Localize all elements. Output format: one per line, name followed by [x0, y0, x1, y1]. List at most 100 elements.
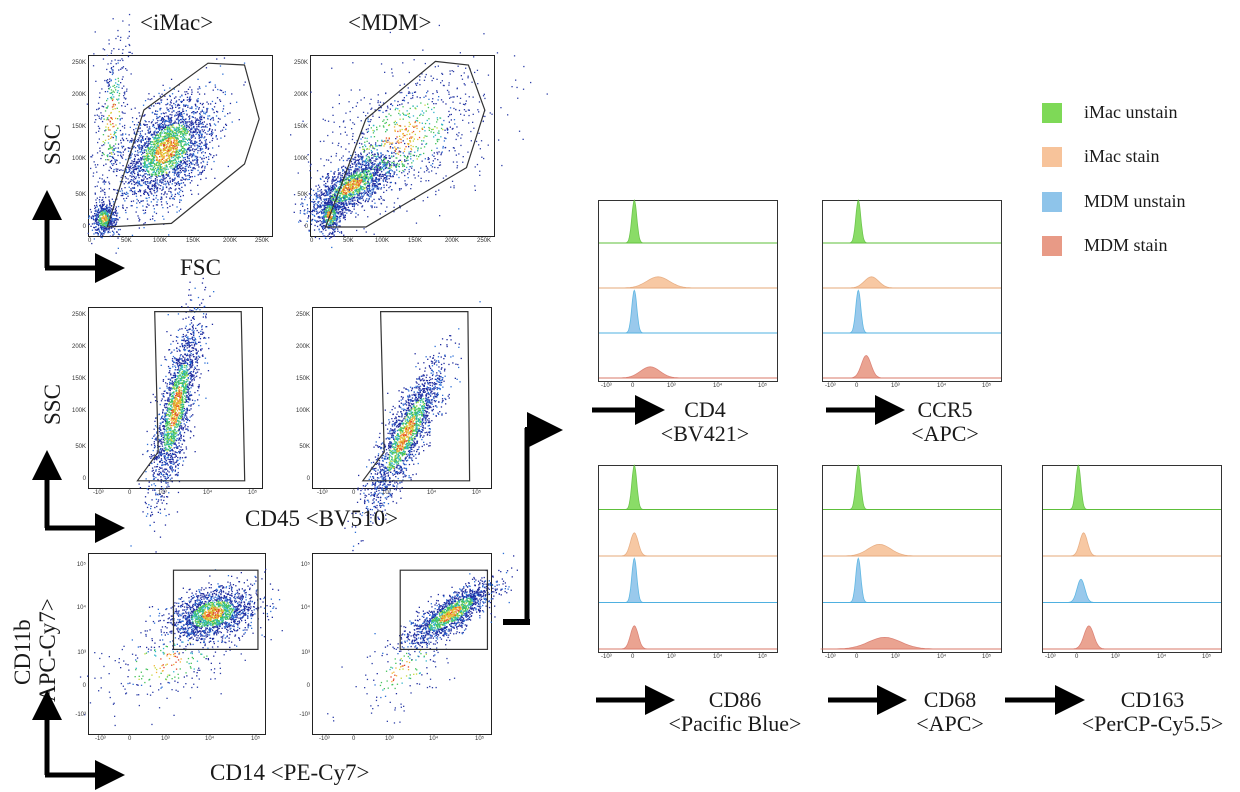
tick-label: 50K: [297, 192, 308, 198]
cd68-label: CD68 <APC>: [916, 687, 984, 736]
gate-rectangle: [172, 569, 259, 650]
histogram-series-imac-stain: [823, 543, 1001, 557]
tick-label: -10³: [1045, 654, 1056, 660]
tick-label: 10⁴: [1157, 654, 1167, 660]
histogram-ccr5: -10³ 0 10³ 10⁴ 10⁵: [822, 199, 1002, 389]
histogram-peak: [1069, 625, 1109, 650]
tick-label: 250K: [293, 60, 308, 66]
tick-label: 150K: [71, 376, 86, 382]
legend-swatch-mdm-stain: [1042, 235, 1062, 256]
histogram-series-imac-stain: [823, 276, 1001, 289]
histogram-peak: [848, 199, 869, 244]
tick-label: 10³: [891, 383, 900, 389]
tick-label: 100K: [295, 408, 310, 414]
tick-label: 10³: [301, 650, 310, 656]
tick-label: 10³: [161, 736, 170, 742]
tick-label: 100K: [153, 238, 168, 244]
tick-label: 0: [310, 238, 314, 244]
tick-label: 50K: [299, 444, 310, 450]
histogram-cd163-plot: [1043, 464, 1221, 650]
tick-label: 0: [631, 383, 635, 389]
histogram-series-imac-unstain: [599, 199, 777, 244]
tick-label: 250K: [477, 238, 492, 244]
tick-label: 250K: [255, 238, 270, 244]
histogram-series-mdm-unstain: [599, 289, 777, 334]
tick-label: 10³: [385, 736, 394, 742]
tick-label: 10³: [77, 650, 86, 656]
histogram-peak: [624, 199, 645, 244]
tick-label: 200K: [71, 92, 86, 98]
histogram-cd86: -10³ 0 10³ 10⁴ 10⁵: [598, 464, 778, 660]
tick-label: 10⁴: [937, 383, 947, 389]
gate-polygon: [106, 62, 260, 228]
tick-label: 10³: [1111, 654, 1120, 660]
tick-label: 0: [82, 224, 86, 230]
tick-label: 50K: [121, 238, 132, 244]
axis-arrows-row1: [32, 190, 125, 283]
tick-label: 10³: [158, 490, 167, 496]
tick-label: 0: [82, 683, 86, 689]
tick-label: 150K: [408, 238, 423, 244]
scatter-points: [374, 552, 518, 665]
tick-label: 10⁵: [758, 654, 768, 660]
tick-label: 0: [128, 736, 132, 742]
tick-label: 0: [1075, 654, 1079, 660]
histogram-series-mdm-stain: [823, 355, 1001, 379]
tick-label: -10³: [299, 712, 310, 718]
tick-label: 0: [352, 490, 356, 496]
tick-label: 0: [855, 654, 859, 660]
tick-label: 200K: [293, 92, 308, 98]
histogram-peak: [848, 289, 869, 334]
histogram-cd68: -10³ 0 10³ 10⁴ 10⁵: [820, 464, 1002, 660]
tick-label: 10⁵: [758, 383, 768, 389]
histogram-peak: [847, 355, 886, 379]
histogram-peak: [848, 557, 869, 603]
scatter-fsc-ssc-imac-plot: [86, 13, 260, 254]
cd163-label: CD163 <PerCP-Cy5.5>: [1081, 687, 1224, 736]
tick-label: 10³: [667, 383, 676, 389]
ccr5-label: CCR5 <APC>: [911, 397, 979, 446]
tick-label: 0: [306, 683, 310, 689]
tick-label: 0: [306, 476, 310, 482]
column-title-imac: <iMac>: [140, 10, 214, 35]
tick-label: 150K: [71, 124, 86, 130]
tick-label: 250K: [71, 312, 86, 318]
scatter-points: [90, 57, 246, 249]
cd4-label: CD4 <BV421>: [660, 397, 750, 446]
scatter-points: [290, 24, 548, 235]
tick-label: 200K: [223, 238, 238, 244]
legend-swatch-mdm-unstain: [1042, 191, 1062, 212]
tick-label: 200K: [295, 344, 310, 350]
scatter-fsc-ssc-mdm: 250K 200K 150K 100K 50K 0 0 50K 100K 150K 200K 250K: [290, 24, 548, 249]
row2-x-label: CD45 <BV510>: [245, 506, 399, 531]
tick-label: -10³: [319, 736, 330, 742]
histogram-series-mdm-stain: [599, 366, 777, 379]
tick-label: 10⁴: [713, 654, 723, 660]
scatter-cd14-cd11b-imac-plot: [79, 568, 283, 727]
histogram-series-imac-unstain: [823, 199, 1001, 244]
tick-label: 10⁴: [937, 654, 947, 660]
tick-label: 10⁵: [300, 562, 310, 568]
scatter-cd45-ssc-mdm-plot: [344, 301, 481, 555]
axis-arrows-row3: [32, 690, 125, 790]
tick-label: 10⁴: [429, 736, 439, 742]
tick-label: 50K: [343, 238, 354, 244]
tick-label: -10³: [75, 712, 86, 718]
tick-label: -10³: [601, 383, 612, 389]
histogram-cd4: -10³ 0 10³ 10⁴ 10⁵: [598, 199, 778, 389]
tick-label: -10³: [93, 490, 104, 496]
scatter-points: [327, 623, 457, 724]
tick-label: -10³: [601, 654, 612, 660]
tick-label: 100K: [71, 156, 86, 162]
tick-label: -10³: [317, 490, 328, 496]
histogram-series-mdm-unstain: [599, 557, 777, 603]
histogram-peak: [611, 366, 689, 379]
scatter-cd45-ssc-mdm: 250K 200K 150K 100K 50K 0 -10³ 0 10³ 10⁴ 10⁵: [296, 301, 492, 555]
row3-x-label: CD14 <PE-Cy7>: [210, 760, 370, 785]
legend-swatch-imac-stain: [1042, 146, 1062, 167]
tick-label: 10⁵: [251, 736, 261, 742]
histogram-cd86-plot: [599, 464, 777, 650]
histogram-peak: [1068, 464, 1089, 510]
tick-label: 250K: [71, 60, 86, 66]
histogram-series-imac-unstain: [823, 464, 1001, 510]
